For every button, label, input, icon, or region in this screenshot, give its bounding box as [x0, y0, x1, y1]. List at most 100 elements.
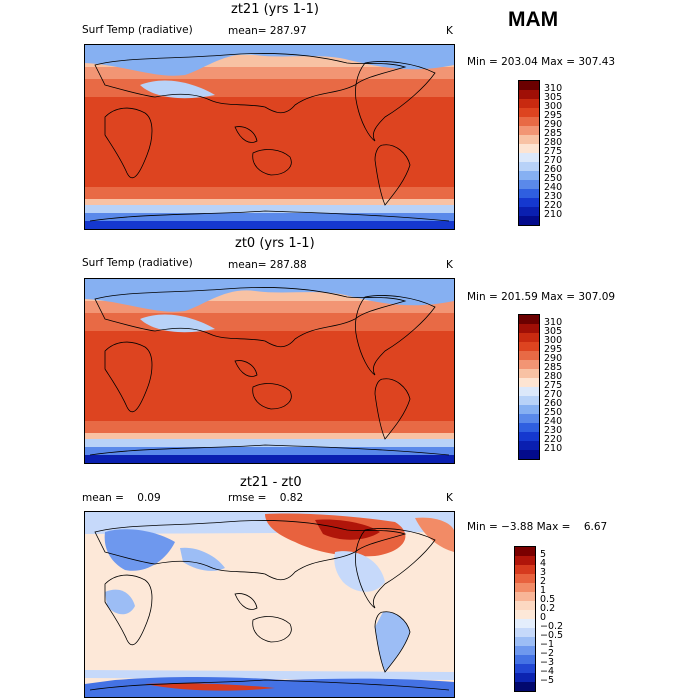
colorbar-swatch: [519, 333, 539, 342]
colorbar-swatch: [519, 207, 539, 216]
colorbar-swatch: [519, 99, 539, 108]
panel3-rmse: rmse = 0.82: [228, 492, 304, 504]
panel3-mean: mean = 0.09: [82, 492, 161, 504]
colorbar-swatch: [519, 414, 539, 423]
colorbar-tick-label: 0.5: [540, 594, 556, 605]
colorbar-swatch: [519, 153, 539, 162]
colorbar-tick-label: 250: [544, 173, 563, 184]
colorbar-swatch: [515, 547, 535, 556]
panel3-coastlines: [89, 520, 450, 691]
colorbar-tick-label: 1: [540, 585, 547, 596]
colorbar-tick-label: 300: [544, 101, 563, 112]
colorbar-swatch: [519, 387, 539, 396]
panel2-colorbar: [518, 314, 540, 460]
colorbar-swatch: [519, 315, 539, 324]
colorbar-swatch: [515, 601, 535, 610]
colorbar-swatch: [519, 360, 539, 369]
colorbar-swatch: [519, 450, 539, 459]
colorbar-tick-label: −0.5: [540, 630, 564, 641]
colorbar-swatch: [519, 378, 539, 387]
panel2-minmax: Min = 201.59 Max = 307.09: [467, 291, 616, 303]
panel2-field-name: Surf Temp (radiative): [82, 257, 193, 269]
colorbar-tick-label: 2: [540, 576, 547, 587]
colorbar-swatch: [515, 655, 535, 664]
colorbar-swatch: [519, 90, 539, 99]
colorbar-swatch: [515, 637, 535, 646]
colorbar-tick-label: 220: [544, 434, 563, 445]
panel2-mean: mean= 287.88: [228, 259, 307, 271]
colorbar-swatch: [519, 126, 539, 135]
colorbar-swatch: [519, 342, 539, 351]
colorbar-tick-label: 285: [544, 128, 563, 139]
colorbar-tick-label: 240: [544, 182, 563, 193]
colorbar-swatch: [515, 664, 535, 673]
colorbar-tick-label: 0: [540, 612, 547, 623]
panel3-colorbar: [514, 546, 536, 692]
panel3-map-svg: [85, 512, 454, 697]
colorbar-tick-label: 305: [544, 326, 563, 337]
colorbar-swatch: [519, 351, 539, 360]
panel3-minmax: Min = −3.88 Max = 6.67: [467, 521, 608, 533]
colorbar-swatch: [515, 583, 535, 592]
colorbar-tick-label: 270: [544, 389, 563, 400]
colorbar-tick-label: 305: [544, 92, 563, 103]
colorbar-swatch: [519, 324, 539, 333]
colorbar-tick-label: −4: [540, 666, 555, 677]
panel3-title: zt21 - zt0: [240, 475, 302, 490]
colorbar-swatch: [519, 216, 539, 225]
colorbar-swatch: [515, 673, 535, 682]
colorbar-swatch: [519, 189, 539, 198]
panel1-map-svg: [85, 45, 454, 229]
colorbar-swatch: [515, 565, 535, 574]
colorbar-tick-label: 295: [544, 110, 563, 121]
colorbar-tick-label: 290: [544, 119, 563, 130]
panel2-temp-field: [85, 279, 454, 463]
colorbar-tick-label: 250: [544, 407, 563, 418]
panel2-coastlines: [89, 287, 450, 456]
colorbar-tick-label: 270: [544, 155, 563, 166]
colorbar-swatch: [515, 610, 535, 619]
colorbar-tick-label: 275: [544, 146, 563, 157]
panel1-minmax: Min = 203.04 Max = 307.43: [467, 56, 616, 68]
colorbar-swatch: [519, 198, 539, 207]
colorbar-swatch: [515, 628, 535, 637]
panel1-colorbar: [518, 80, 540, 226]
panel2-map: [84, 278, 455, 464]
colorbar-tick-label: 260: [544, 398, 563, 409]
colorbar-swatch: [519, 108, 539, 117]
colorbar-tick-label: 240: [544, 416, 563, 427]
colorbar-swatch: [519, 423, 539, 432]
panel1-mean: mean= 287.97: [228, 25, 307, 37]
colorbar-tick-label: 260: [544, 164, 563, 175]
panel1-title: zt21 (yrs 1-1): [231, 2, 319, 17]
colorbar-swatch: [515, 556, 535, 565]
colorbar-tick-label: 3: [540, 567, 547, 578]
colorbar-swatch: [519, 441, 539, 450]
colorbar-tick-label: 0.2: [540, 603, 556, 614]
colorbar-swatch: [515, 646, 535, 655]
panel2-units: K: [446, 259, 453, 271]
colorbar-swatch: [515, 592, 535, 601]
colorbar-swatch: [519, 369, 539, 378]
colorbar-tick-label: 220: [544, 200, 563, 211]
colorbar-swatch: [519, 432, 539, 441]
colorbar-tick-label: −2: [540, 648, 555, 659]
colorbar-swatch: [519, 396, 539, 405]
colorbar-tick-label: 310: [544, 83, 563, 94]
colorbar-tick-label: 300: [544, 335, 563, 346]
colorbar-tick-label: −1: [540, 639, 555, 650]
colorbar-swatch: [519, 135, 539, 144]
colorbar-tick-label: 295: [544, 344, 563, 355]
panel1-map: [84, 44, 455, 230]
colorbar-swatch: [515, 619, 535, 628]
colorbar-swatch: [519, 171, 539, 180]
panel2-title: zt0 (yrs 1-1): [235, 236, 315, 251]
colorbar-swatch: [519, 117, 539, 126]
colorbar-tick-label: 290: [544, 353, 563, 364]
panel1-coastlines: [89, 53, 450, 222]
colorbar-tick-label: 280: [544, 137, 563, 148]
colorbar-tick-label: 4: [540, 558, 547, 569]
colorbar-tick-label: 210: [544, 209, 563, 220]
colorbar-tick-label: −5: [540, 675, 555, 686]
panel1-temp-field: [85, 45, 454, 229]
